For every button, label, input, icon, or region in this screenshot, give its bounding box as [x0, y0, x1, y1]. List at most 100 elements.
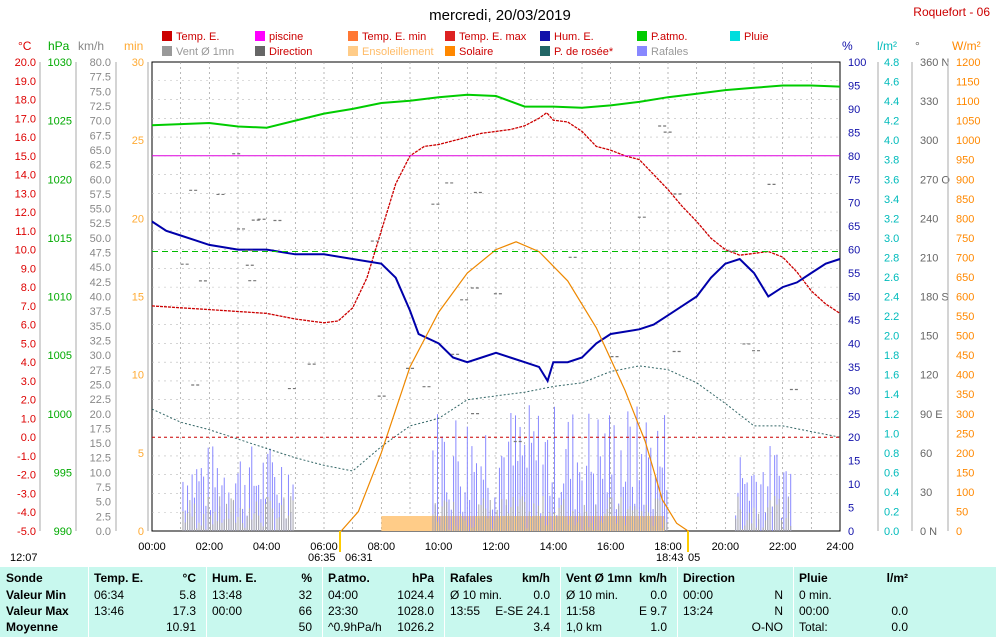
cell-value: 0.0: [533, 588, 550, 602]
solar-tick: 1000: [956, 135, 980, 147]
rain-tick: 1.2: [884, 409, 899, 421]
minutes-tick: 30: [132, 57, 144, 69]
kmh-tick: 75.0: [90, 86, 111, 98]
cell-value: O-NO: [751, 620, 783, 634]
series-p-atmo-: [151, 84, 841, 129]
cell-time: 04:00: [328, 588, 359, 602]
celsius-tick: 1.0: [21, 413, 36, 425]
kmh-tick: 52.5: [90, 218, 111, 230]
kmh-tick: 30.0: [90, 350, 111, 362]
cell-time: Total:: [799, 620, 828, 634]
cell-time: 13:24: [683, 604, 714, 618]
sunset-suffix: 05: [688, 552, 700, 564]
kmh-tick: 67.5: [90, 130, 111, 142]
cell-value: 10.91: [165, 620, 196, 634]
minutes-unit: min: [124, 39, 143, 53]
legend-swatch: [540, 46, 550, 56]
direction-tick: 150: [920, 331, 938, 343]
column-header: Vent Ø 1mn: [566, 571, 633, 585]
celsius-tick: -3.0: [17, 488, 36, 500]
rain-tick: 4.6: [884, 77, 899, 89]
direction-tick: 30: [920, 487, 932, 499]
celsius-tick: 11.0: [15, 226, 36, 238]
celsius-tick: 10.0: [15, 245, 36, 257]
time-tick: 08:00: [368, 541, 396, 553]
rain-tick: 0.6: [884, 467, 899, 479]
direction-tick: 120: [920, 370, 938, 382]
time-tick: 24:00: [826, 541, 854, 553]
rain-tick: 3.4: [884, 194, 899, 206]
solar-tick: 450: [956, 350, 974, 362]
legend-swatch: [348, 31, 358, 41]
direction-tick: 60: [920, 448, 932, 460]
celsius-tick: 5.0: [21, 338, 36, 350]
solar-tick: 100: [956, 487, 974, 499]
rain-tick: 1.6: [884, 370, 899, 382]
legend-label: piscine: [269, 31, 303, 43]
legend-label: Temp. E.: [176, 31, 219, 43]
row-label: Valeur Max: [6, 604, 69, 618]
row-label: Valeur Min: [6, 588, 67, 602]
time-tick: 10:00: [425, 541, 453, 553]
percent-tick: 90: [848, 104, 860, 116]
cell-time: 00:00: [799, 604, 830, 618]
table-column-divider: [322, 567, 323, 637]
kmh-tick: 57.5: [90, 189, 111, 201]
time-tick: 02:00: [196, 541, 224, 553]
hpa-tick: 995: [54, 467, 72, 479]
column-unit: l/m²: [886, 571, 908, 585]
rain-tick: 3.2: [884, 213, 899, 225]
percent-tick: 55: [848, 268, 860, 280]
time-tick: 00:00: [138, 541, 166, 553]
rain-tick: 2.8: [884, 252, 899, 264]
percent-tick: 85: [848, 127, 860, 139]
cell-value: 17.3: [172, 604, 196, 618]
kmh-tick: 15.0: [90, 438, 111, 450]
legend-swatch: [637, 46, 647, 56]
stats-table: Sonde Valeur Min Valeur Max Moyenne Temp. E.…: [0, 567, 996, 637]
percent-tick: 15: [848, 456, 860, 468]
hpa-tick: 1005: [48, 350, 72, 362]
hpa-tick: 1010: [48, 292, 72, 304]
direction-tick: 180 S: [920, 292, 949, 304]
kmh-unit: km/h: [78, 39, 104, 53]
cell-value: N: [774, 604, 783, 618]
minutes-tick: 0: [138, 526, 144, 538]
cell-value: 0.0: [891, 604, 908, 618]
kmh-tick: 62.5: [90, 160, 111, 172]
series-hum-e-: [151, 220, 841, 384]
legend-swatch: [255, 31, 265, 41]
time-tick: 20:00: [712, 541, 740, 553]
percent-tick: 80: [848, 151, 860, 163]
legend-label: Direction: [269, 46, 312, 58]
column-header: Hum. E.: [212, 571, 257, 585]
direction-tick: 300: [920, 135, 938, 147]
legend-label: Ensoleillement: [362, 46, 434, 58]
direction-unit: °: [915, 39, 920, 53]
percent-tick: 0: [848, 526, 854, 538]
kmh-tick: 0.0: [96, 526, 111, 538]
rain-tick: 2.0: [884, 331, 899, 343]
legend-swatch: [162, 31, 172, 41]
legend-swatch: [637, 31, 647, 41]
rain-tick: 4.0: [884, 135, 899, 147]
legend-swatch: [162, 46, 172, 56]
kmh-tick: 2.5: [96, 511, 111, 523]
celsius-tick: 8.0: [21, 282, 36, 294]
column-unit: km/h: [521, 571, 550, 585]
solar-tick: 800: [956, 213, 974, 225]
rain-tick: 0.0: [884, 526, 899, 538]
cell-time: 13:55: [450, 604, 481, 618]
hpa-unit: hPa: [48, 39, 70, 53]
column-header: Pluie: [799, 571, 828, 585]
series-p-de-ros-e-: [151, 365, 841, 472]
celsius-tick: 19.0: [15, 76, 36, 88]
solar-tick: 50: [956, 506, 968, 518]
cell-value: 32: [298, 588, 312, 602]
percent-tick: 25: [848, 409, 860, 421]
percent-unit: %: [842, 39, 853, 53]
kmh-tick: 42.5: [90, 277, 111, 289]
time-tick: 12:00: [482, 541, 510, 553]
minutes-tick: 5: [138, 448, 144, 460]
legend-label: Rafales: [651, 46, 689, 58]
